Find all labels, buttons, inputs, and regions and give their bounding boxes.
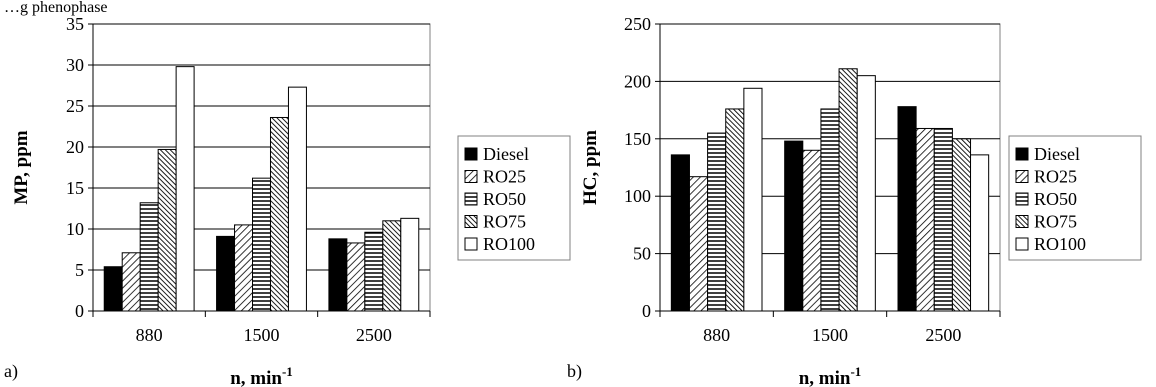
- legend-label-ro50: RO50: [1034, 189, 1077, 209]
- chart-mp: 0 5 10 15 20 25 30 35 880 1500 2500 MP, ppm n, min-1…: [4, 14, 571, 387]
- x-tick-label: 880: [136, 325, 163, 345]
- bar-diesel-880: [103, 266, 123, 312]
- y-tick-label: 200: [624, 71, 651, 91]
- bar-ro25-1500: [234, 224, 254, 312]
- legend-swatch-ro25: [1015, 170, 1029, 183]
- legend-swatch-ro50: [464, 192, 478, 206]
- bar-ro100-2500: [400, 217, 420, 312]
- bar-ro100-1500: [287, 86, 307, 312]
- caption-fragment: …g phenophase: [4, 0, 108, 16]
- legend-swatch-ro100: [1015, 237, 1029, 251]
- bar-ro75-880: [725, 108, 745, 312]
- bar-ro50-2500: [933, 127, 953, 312]
- x-tick-label: 2500: [925, 325, 961, 345]
- bar-ro25-880: [688, 176, 709, 312]
- bar-ro75-2500: [951, 138, 972, 312]
- bar-ro75-1500: [838, 68, 858, 312]
- x-axis-title-superscript: -1: [282, 364, 293, 379]
- x-tick-label: 1500: [244, 325, 280, 345]
- y-axis-title: MP, ppm: [11, 130, 32, 204]
- bar-ro25-2500: [346, 242, 366, 312]
- y-tick-label: 250: [624, 14, 651, 34]
- panel-label: b): [567, 361, 582, 382]
- bar-ro100-2500: [970, 154, 990, 312]
- bar-ro50-2500: [364, 231, 384, 312]
- legend-label-ro75: RO75: [483, 212, 526, 232]
- bar-ro75-1500: [269, 116, 289, 312]
- y-tick-label: 30: [66, 55, 84, 75]
- bar-ro50-1500: [252, 177, 271, 312]
- bar-diesel-1500: [784, 140, 804, 312]
- legend-swatch-ro50: [1015, 192, 1029, 206]
- legend-label-diesel: Diesel: [483, 144, 529, 164]
- x-axis-title: n, min-1: [230, 364, 293, 387]
- y-tick-label: 0: [642, 301, 651, 321]
- bar-ro50-880: [139, 202, 159, 312]
- legend-swatch-ro75: [1015, 215, 1029, 228]
- legend-label-ro25: RO25: [483, 167, 526, 187]
- y-tick-label: 100: [624, 186, 651, 206]
- bar-ro75-880: [157, 148, 177, 312]
- y-tick-label: 25: [66, 96, 84, 116]
- legend-label-ro100: RO100: [483, 234, 535, 254]
- bar-ro25-880: [121, 252, 141, 312]
- legend-box: [1008, 135, 1142, 261]
- bar-ro100-880: [175, 66, 195, 312]
- bar-diesel-2500: [897, 106, 917, 312]
- bar-ro50-1500: [820, 108, 840, 312]
- y-axis-title: HC, ppm: [580, 130, 601, 205]
- legend-label-ro100: RO100: [1034, 234, 1086, 254]
- x-axis-title-superscript: -1: [850, 364, 861, 379]
- legend-label-ro25: RO25: [1034, 167, 1077, 187]
- y-tick-label: 0: [75, 301, 84, 321]
- x-axis-title: n, min-1: [799, 364, 862, 387]
- x-tick-label: 880: [703, 325, 730, 345]
- legend-swatch-ro25: [464, 170, 478, 183]
- x-tick-label: 1500: [812, 325, 848, 345]
- bar-diesel-2500: [328, 238, 348, 312]
- chart-hc: 0 50 100 150 200 250 880 1500 2500 HC, ppm n, min-…: [567, 14, 1142, 387]
- bar-diesel-880: [670, 154, 690, 312]
- y-tick-label: 5: [75, 260, 84, 280]
- panel-label: a): [4, 361, 18, 382]
- legend-swatch-diesel: [464, 147, 478, 161]
- legend-label-ro75: RO75: [1034, 212, 1077, 232]
- bar-ro100-880: [743, 87, 763, 312]
- bar-ro75-2500: [382, 220, 402, 312]
- legend-swatch-diesel: [1015, 147, 1029, 161]
- y-tick-label: 20: [66, 137, 84, 157]
- bar-ro25-2500: [915, 127, 935, 312]
- x-tick-label: 2500: [356, 325, 392, 345]
- bar-ro50-880: [707, 132, 727, 312]
- y-tick-label: 15: [66, 178, 84, 198]
- legend-label-diesel: Diesel: [1034, 144, 1080, 164]
- legend-label-ro50: RO50: [483, 189, 526, 209]
- y-tick-label: 10: [66, 219, 84, 239]
- bar-ro100-1500: [856, 75, 876, 312]
- bar-ro25-1500: [802, 149, 822, 312]
- legend-swatch-ro100: [464, 237, 478, 251]
- x-axis-title-text: n, min: [799, 368, 851, 387]
- y-tick-label: 35: [66, 14, 84, 34]
- bar-diesel-1500: [216, 235, 236, 312]
- x-axis-title-text: n, min: [230, 368, 282, 387]
- y-tick-label: 50: [633, 244, 651, 264]
- legend-swatch-ro75: [464, 215, 478, 228]
- y-tick-label: 150: [624, 129, 651, 149]
